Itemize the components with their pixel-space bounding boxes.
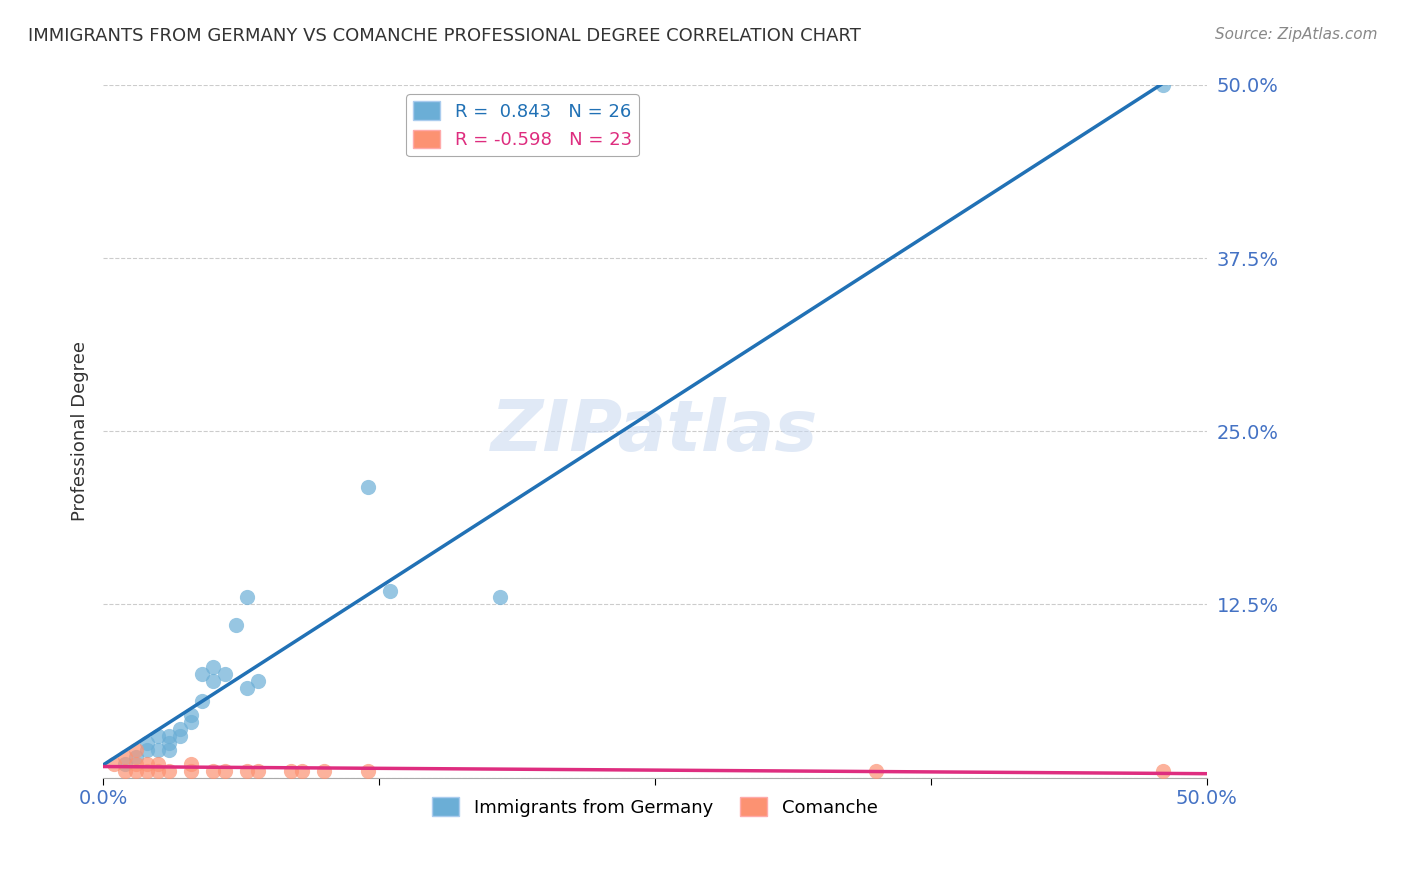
Point [125,743,148,757]
Point [357,480,380,494]
Point [136,764,159,778]
Point [489,591,512,605]
Point [202,673,225,688]
Point [180,764,202,778]
Point [148,743,170,757]
Point [235,591,257,605]
Y-axis label: Professional Degree: Professional Degree [72,342,89,521]
Point [214,666,236,681]
Point [157,743,180,757]
Point [114,749,136,764]
Point [246,673,269,688]
Point [357,764,380,778]
Point [125,756,148,771]
Point [180,715,202,730]
Text: IMMIGRANTS FROM GERMANY VS COMANCHE PROFESSIONAL DEGREE CORRELATION CHART: IMMIGRANTS FROM GERMANY VS COMANCHE PROF… [28,27,860,45]
Point [235,764,257,778]
Point [157,764,180,778]
Point [169,722,191,736]
Text: Source: ZipAtlas.com: Source: ZipAtlas.com [1215,27,1378,42]
Point [1152,78,1174,92]
Point [291,764,314,778]
Point [157,736,180,750]
Point [191,666,214,681]
Point [246,764,269,778]
Point [865,764,887,778]
Point [103,756,125,771]
Point [148,764,170,778]
Point [136,743,159,757]
Point [312,764,335,778]
Point [378,583,401,598]
Point [125,749,148,764]
Point [157,729,180,743]
Point [202,764,225,778]
Point [114,756,136,771]
Point [214,764,236,778]
Point [180,708,202,723]
Point [191,694,214,708]
Point [125,764,148,778]
Point [1152,764,1174,778]
Point [280,764,302,778]
Point [225,618,247,632]
Point [136,736,159,750]
Text: ZIPatlas: ZIPatlas [491,397,818,466]
Point [136,756,159,771]
Point [235,681,257,695]
Point [169,729,191,743]
Point [202,659,225,673]
Point [148,756,170,771]
Point [114,764,136,778]
Point [180,756,202,771]
Legend: Immigrants from Germany, Comanche: Immigrants from Germany, Comanche [425,790,884,824]
Point [148,729,170,743]
